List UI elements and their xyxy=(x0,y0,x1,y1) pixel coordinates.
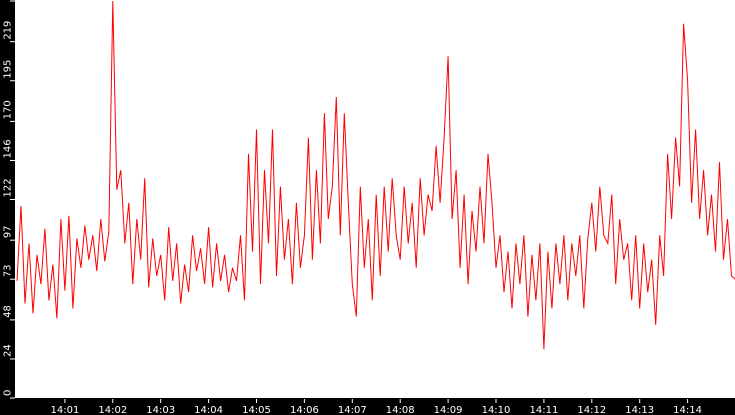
y-tick-label: 97 xyxy=(3,225,14,238)
y-tick-label: 48 xyxy=(3,305,14,318)
y-axis-bar xyxy=(0,0,15,415)
x-tick-label: 14:14 xyxy=(673,405,702,415)
x-tick-label: 14:11 xyxy=(529,405,558,415)
y-tick-label: 73 xyxy=(3,264,14,277)
x-tick-label: 14:04 xyxy=(194,405,223,415)
x-axis-bar xyxy=(0,398,735,415)
y-tick-label: 170 xyxy=(3,100,14,119)
y-tick-label: 0 xyxy=(3,390,14,396)
x-tick-label: 14:10 xyxy=(482,405,511,415)
y-tick-label: 195 xyxy=(3,60,14,79)
y-tick-label: 24 xyxy=(3,344,14,357)
series-line xyxy=(16,0,735,350)
x-tick-label: 14:08 xyxy=(386,405,415,415)
x-tick-label: 14:13 xyxy=(625,405,654,415)
y-tick-label: 219 xyxy=(3,21,14,40)
x-tick-label: 14:07 xyxy=(338,405,367,415)
y-axis: 024487397122146170195219244 xyxy=(3,0,15,399)
y-tick-label: 146 xyxy=(3,139,14,158)
x-tick-label: 14:02 xyxy=(98,405,127,415)
x-tick-label: 14:03 xyxy=(146,405,175,415)
x-tick-label: 14:12 xyxy=(577,405,606,415)
x-tick-label: 14:09 xyxy=(434,405,463,415)
x-tick-label: 14:06 xyxy=(290,405,319,415)
x-tick-label: 14:01 xyxy=(50,405,79,415)
x-axis: 14:01 14:02 14:03 14:04 14:05 14:06 14:07 14:08… xyxy=(50,399,702,415)
plot-area xyxy=(15,0,735,398)
y-tick-label: 122 xyxy=(3,178,14,197)
x-tick-label: 14:05 xyxy=(242,405,271,415)
